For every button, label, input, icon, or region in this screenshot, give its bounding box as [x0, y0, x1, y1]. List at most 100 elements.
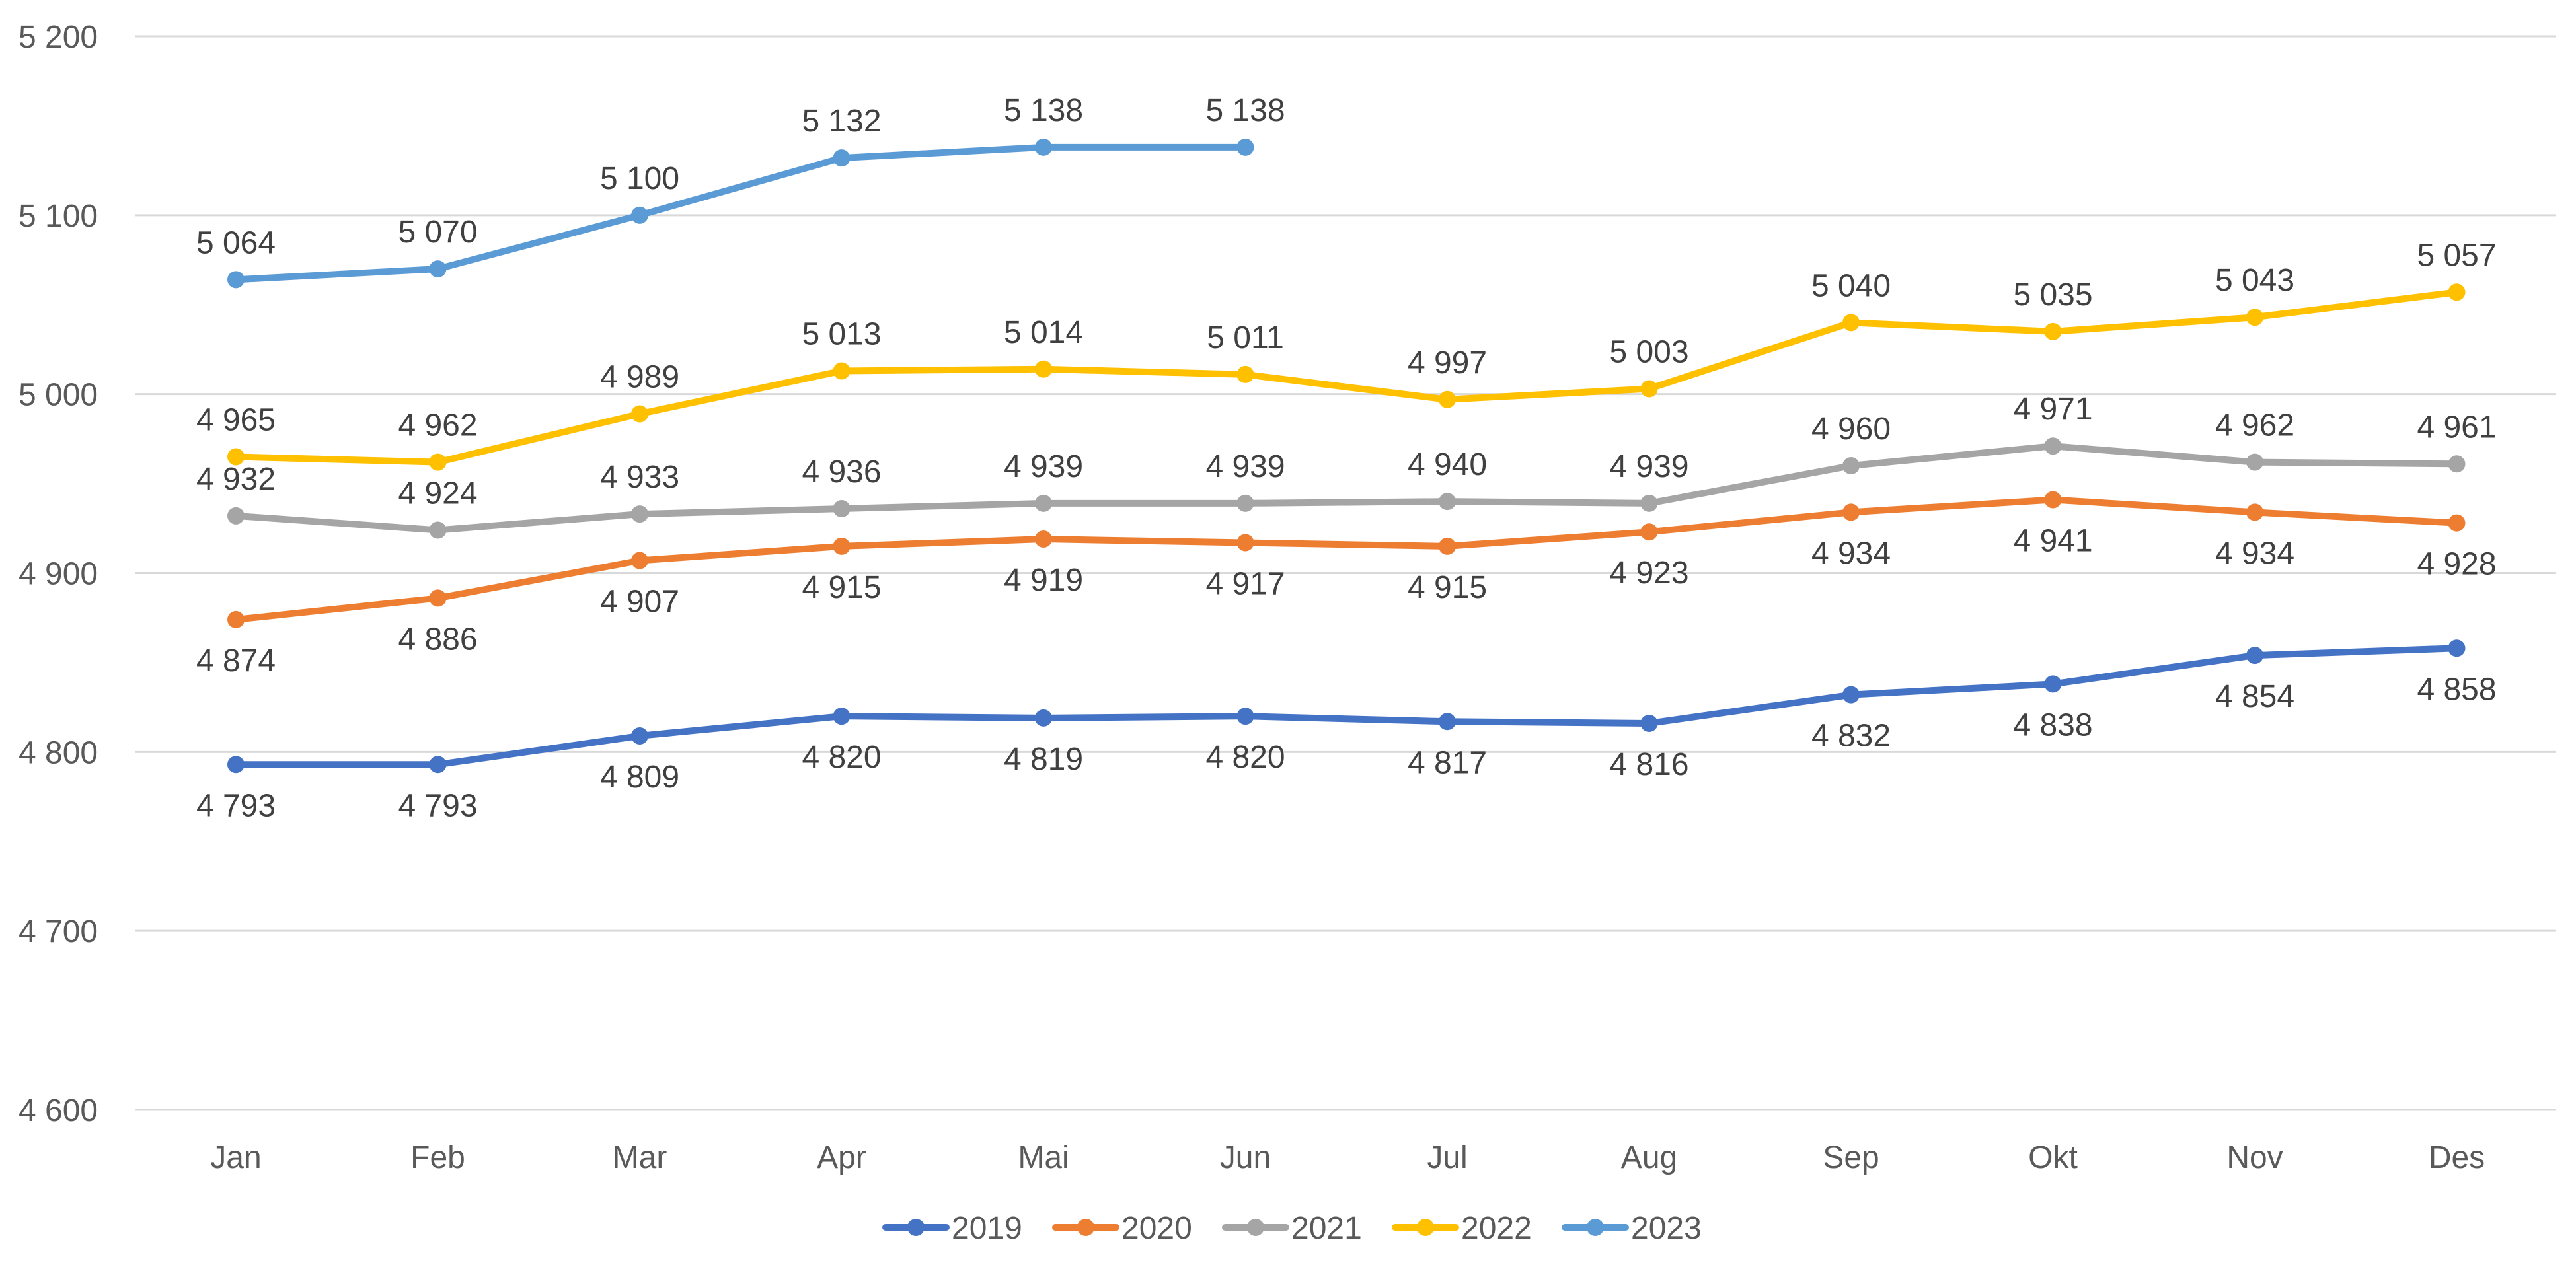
series-line-2020: [233, 496, 2460, 623]
data-point: [631, 727, 648, 745]
data-point: [1842, 314, 1860, 332]
data-point: [1035, 494, 1052, 512]
x-tick-label: Feb: [410, 1140, 465, 1175]
series-line-2022: [233, 289, 2460, 466]
legend-swatch-marker: [1247, 1219, 1264, 1236]
legend-swatch-marker: [1587, 1219, 1604, 1236]
x-tick-label: Aug: [1621, 1140, 1677, 1175]
data-point: [227, 271, 245, 289]
data-label: 4 907: [600, 585, 679, 620]
data-point: [2246, 453, 2263, 471]
data-label: 4 989: [600, 359, 679, 394]
data-label: 4 934: [1811, 536, 1891, 571]
data-point: [833, 149, 851, 167]
data-point: [1035, 530, 1052, 548]
data-point: [1439, 537, 1456, 555]
data-label: 4 917: [1205, 566, 1285, 601]
data-label: 4 933: [600, 460, 679, 495]
x-tick-label: Jun: [1220, 1140, 1271, 1175]
series-lines: [227, 138, 2466, 774]
data-label: 5 013: [802, 316, 881, 351]
x-axis-ticks: Jan Feb Mar Apr Mai Jun Jul Aug Sep Okt Nov Des: [210, 1140, 2485, 1175]
data-label: 4 816: [1609, 747, 1688, 782]
series-2020: [227, 491, 2466, 628]
x-tick-label: Des: [2429, 1140, 2485, 1175]
gridlines: [135, 35, 2556, 1111]
data-label: 4 858: [2417, 672, 2496, 707]
series-line-2023: [233, 143, 1249, 283]
data-label: 4 817: [1408, 745, 1487, 780]
legend-swatch-marker: [1417, 1219, 1434, 1236]
data-point: [227, 507, 245, 525]
legend-label: 2023: [1631, 1211, 1702, 1246]
data-label: 4 934: [2215, 536, 2294, 571]
data-label: 4 928: [2417, 547, 2496, 582]
data-point: [1640, 380, 1658, 398]
series-2021: [227, 437, 2466, 539]
legend: 2019 2020 2021 2022 2023: [882, 1211, 1702, 1246]
data-point: [2448, 455, 2466, 473]
y-tick-label: 4 700: [19, 914, 98, 949]
data-label: 4 838: [2013, 708, 2092, 743]
data-label: 4 940: [1408, 447, 1487, 482]
data-point: [833, 537, 851, 555]
data-point: [429, 589, 447, 607]
data-label: 4 854: [2215, 679, 2294, 714]
x-tick-label: Mai: [1018, 1140, 1069, 1175]
data-label: 4 932: [196, 462, 276, 497]
data-point: [2246, 309, 2263, 326]
data-label: 4 915: [1408, 570, 1487, 605]
x-tick-label: Jul: [1427, 1140, 1467, 1175]
data-label: 5 011: [1207, 320, 1284, 355]
data-point: [429, 756, 447, 774]
x-tick-label: Jan: [210, 1140, 261, 1175]
legend-item-2022: 2022: [1392, 1211, 1532, 1246]
data-label: 5 040: [1811, 268, 1891, 303]
data-point: [2448, 283, 2466, 301]
data-point: [1439, 493, 1456, 511]
data-point: [2246, 503, 2263, 521]
data-point: [1842, 686, 1860, 704]
data-label: 5 003: [1609, 335, 1688, 370]
data-point: [631, 505, 648, 523]
legend-item-2023: 2023: [1562, 1211, 1702, 1246]
legend-swatch-marker: [907, 1219, 925, 1236]
data-label: 4 924: [398, 476, 477, 511]
data-label: 4 874: [196, 643, 276, 678]
data-point: [833, 362, 851, 380]
data-point: [429, 453, 447, 471]
data-point: [1236, 138, 1254, 156]
y-tick-label: 4 800: [19, 735, 98, 770]
y-tick-label: 4 900: [19, 557, 98, 592]
data-point: [2044, 491, 2062, 509]
data-label: 4 809: [600, 760, 679, 795]
data-point: [429, 521, 447, 539]
data-label: 4 820: [1205, 740, 1285, 775]
data-label: 4 832: [1811, 719, 1891, 754]
data-label: 4 939: [1609, 449, 1688, 484]
data-point: [227, 756, 245, 774]
data-label: 5 138: [1205, 93, 1285, 128]
data-labels: 4 793 4 793 4 809 4 820 4 819 4 820 4 817 4 816…: [196, 93, 2497, 823]
data-point: [1439, 713, 1456, 731]
data-point: [2044, 322, 2062, 340]
data-point: [1236, 534, 1254, 552]
data-label: 4 962: [398, 408, 477, 443]
x-tick-label: Nov: [2226, 1140, 2283, 1175]
data-point: [2448, 639, 2466, 657]
legend-item-2019: 2019: [882, 1211, 1022, 1246]
legend-item-2021: 2021: [1222, 1211, 1362, 1246]
data-label: 4 886: [398, 622, 477, 657]
data-label: 4 961: [2417, 410, 2496, 445]
data-point: [1236, 494, 1254, 512]
y-tick-label: 5 000: [19, 378, 98, 413]
data-point: [1035, 709, 1052, 727]
data-point: [2246, 647, 2263, 665]
data-point: [1842, 503, 1860, 521]
series-2019: [227, 639, 2466, 774]
y-tick-label: 4 600: [19, 1093, 98, 1128]
data-label: 4 793: [398, 788, 477, 823]
x-tick-label: Apr: [817, 1140, 866, 1175]
